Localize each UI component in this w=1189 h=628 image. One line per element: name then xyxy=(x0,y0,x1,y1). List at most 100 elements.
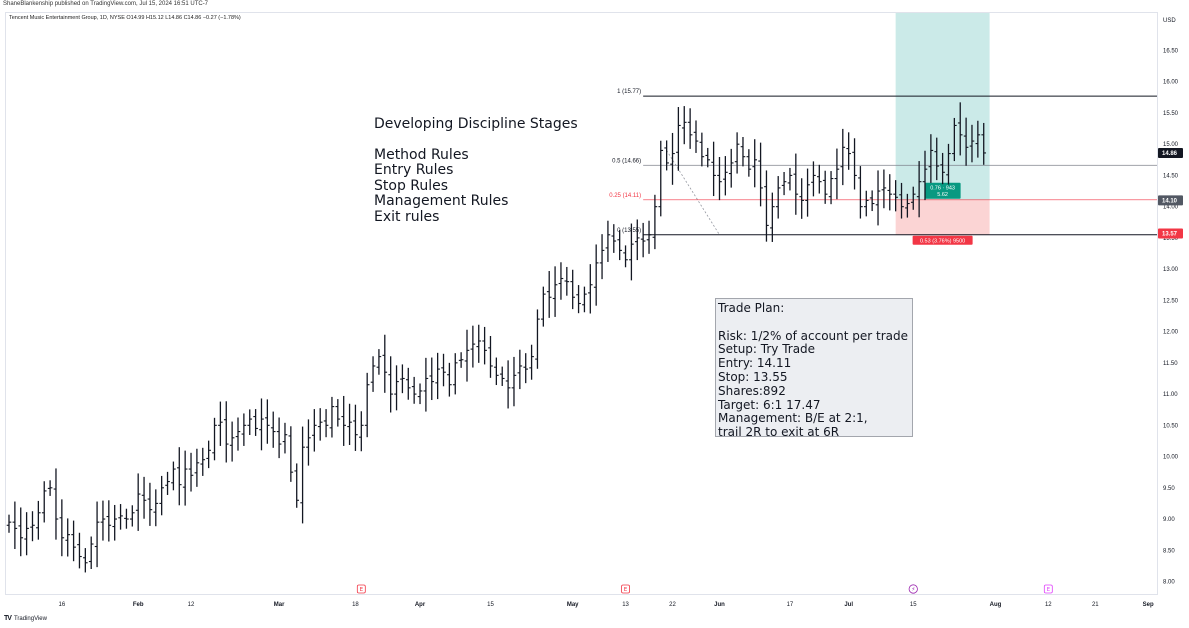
ohlc-bar xyxy=(499,366,505,386)
y-tick-label: 16.00 xyxy=(1163,80,1179,86)
ohlc-bar xyxy=(852,138,857,190)
ohlc-bar xyxy=(317,408,323,441)
ohlc-bar xyxy=(464,329,470,382)
ohlc-bar xyxy=(388,356,393,413)
y-tick-label: 13.50 xyxy=(1163,236,1179,242)
ohlc-bar xyxy=(693,120,699,153)
ohlc-bar xyxy=(676,107,681,171)
ohlc-bar xyxy=(270,411,276,448)
trade-plan-line: Risk: 1/2% of account per trade xyxy=(718,328,909,343)
ohlc-bar xyxy=(6,514,12,533)
ohlc-bar xyxy=(952,117,957,162)
x-tick-label: 15 xyxy=(487,602,494,608)
ohlc-bar xyxy=(975,120,981,158)
ohlc-bar xyxy=(905,193,910,218)
ohlc-bar xyxy=(24,512,29,556)
ohlc-bar xyxy=(370,356,376,392)
ohlc-bar xyxy=(558,262,564,300)
y-tick-label: 15.50 xyxy=(1163,111,1179,117)
trade-plan-box[interactable]: Trade Plan: Risk: 1/2% of account per tr… xyxy=(715,298,913,440)
ohlc-bar xyxy=(288,426,294,482)
ohlc-bar xyxy=(541,286,546,327)
ohlc-bar xyxy=(18,507,24,557)
price-tag xyxy=(1158,147,1183,158)
event-marker-icon: ⚡ xyxy=(908,584,918,594)
ohlc-bar xyxy=(411,376,417,404)
y-tick-label: 9.00 xyxy=(1163,517,1175,523)
ohlc-bar xyxy=(423,357,429,412)
tradingview-logo-icon: TV xyxy=(4,615,12,622)
ohlc-bar xyxy=(775,176,781,219)
ohlc-bar xyxy=(552,266,558,317)
ohlc-bar xyxy=(634,219,640,261)
ohlc-bar xyxy=(112,504,117,541)
ohlc-bar xyxy=(582,286,587,313)
event-markers: E E ⚡ E xyxy=(356,584,1053,594)
ohlc-bar xyxy=(194,448,200,487)
ohlc-bar xyxy=(981,122,987,165)
ohlc-bar xyxy=(805,168,810,217)
stop-badge-label: 0.53 (3.76%) 9500 xyxy=(920,238,965,244)
trade-plan-line: trail 2R to exit at 6R xyxy=(718,425,840,440)
ohlc-bar xyxy=(728,148,734,188)
ohlc-bar xyxy=(687,108,693,149)
ohlc-bar xyxy=(88,536,94,570)
y-tick-label: 12.50 xyxy=(1163,298,1179,304)
ohlc-bar xyxy=(71,520,76,562)
ohlc-bar xyxy=(153,489,159,527)
notes-item: Stop Rules xyxy=(374,177,449,194)
ohlc-bar xyxy=(893,180,898,212)
notes-item: Exit rules xyxy=(374,208,440,225)
trade-plan-title: Trade Plan: xyxy=(718,301,785,315)
ohlc-bar xyxy=(840,128,846,186)
trade-plan-line: Entry: 14.11 xyxy=(718,356,792,371)
ohlc-bar xyxy=(511,356,517,407)
ohlc-bar xyxy=(963,117,969,166)
ohlc-bar xyxy=(441,353,446,387)
ohlc-bar xyxy=(218,401,223,446)
ohlc-bar xyxy=(711,141,716,197)
event-marker-icon: E xyxy=(621,584,630,594)
ohlc-bar xyxy=(176,447,182,506)
ohlc-bar xyxy=(564,266,570,296)
ohlc-bar xyxy=(758,142,763,207)
ohlc-bar xyxy=(106,500,112,542)
ohlc-bar xyxy=(359,411,364,452)
fib-level-label: 0.25 (14.11) xyxy=(609,193,641,199)
ohlc-bar xyxy=(593,244,599,306)
ohlc-bar xyxy=(817,164,822,194)
ohlc-bar xyxy=(223,401,229,463)
x-tick-label: 18 xyxy=(352,602,359,608)
y-tick-label: 10.50 xyxy=(1163,423,1179,429)
ohlc-bar xyxy=(382,334,388,393)
target-badge-line: 0.76 · 943 xyxy=(930,185,955,191)
ohlc-bar xyxy=(822,170,828,204)
x-tick-label: 22 xyxy=(669,602,676,608)
y-tick-label: 8.50 xyxy=(1163,548,1175,554)
x-tick-label: Jun xyxy=(714,602,725,608)
ohlc-bar xyxy=(764,170,769,242)
ohlc-bar xyxy=(83,548,88,573)
trade-plan-line: Setup: Try Trade xyxy=(718,342,816,357)
ohlc-bar xyxy=(147,482,153,526)
fib-retracement: 1 (15.77) 0.5 (14.66) 0.25 (14.11) 0 (13.55… xyxy=(609,89,1157,236)
x-tick-label: Jul xyxy=(844,602,853,608)
ohlc-bar xyxy=(705,147,711,168)
ohlc-bar xyxy=(699,132,705,167)
ohlc-bar xyxy=(928,134,934,183)
ohlc-bar xyxy=(922,150,928,201)
ohlc-bar xyxy=(400,364,405,394)
ohlc-bar xyxy=(265,399,270,444)
symbol-info: Tencent Music Entertainment Group, 1D, N… xyxy=(9,15,241,21)
ohlc-bar xyxy=(734,132,740,174)
price-tag xyxy=(1158,195,1183,206)
x-tick-label: Feb xyxy=(133,602,144,608)
ohlc-bar xyxy=(723,156,728,196)
footer-brand[interactable]: TV TradingView xyxy=(4,615,47,622)
ohlc-bar xyxy=(65,518,71,557)
brand-name: TradingView xyxy=(13,615,47,622)
fib-level-label: 0.5 (14.66) xyxy=(612,158,641,164)
y-tick-label: 12.00 xyxy=(1163,330,1179,336)
